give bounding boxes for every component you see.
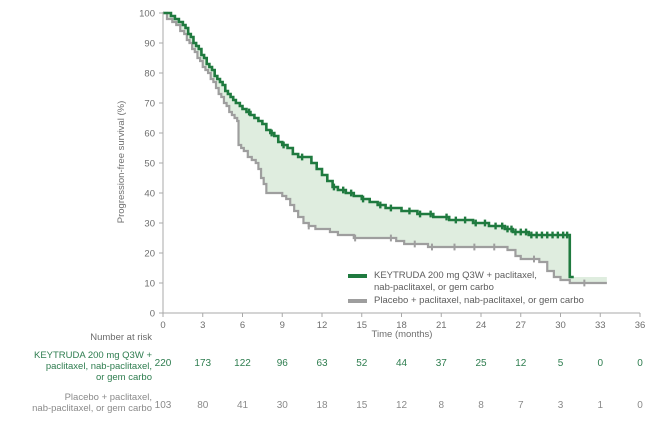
risk-value: 8: [478, 400, 484, 411]
x-tick-label: 0: [160, 320, 165, 331]
x-tick-label: 36: [635, 320, 646, 331]
risk-value: 103: [154, 400, 172, 411]
x-tick-label: 18: [396, 320, 407, 331]
y-tick-label: 30: [144, 219, 155, 230]
risk-table-heading: Number at risk: [90, 332, 152, 343]
x-tick-label: 6: [240, 320, 245, 331]
y-tick-label: 90: [144, 39, 155, 50]
x-tick-label: 30: [555, 320, 566, 331]
risk-value: 18: [316, 400, 328, 411]
y-tick-label: 40: [144, 189, 155, 200]
risk-value: 80: [197, 400, 209, 411]
risk-value: 0: [637, 400, 643, 411]
risk-value: 52: [356, 358, 368, 369]
x-tick-label: 12: [317, 320, 328, 331]
censor-marks: [247, 108, 586, 287]
risk-value: 12: [395, 400, 408, 411]
y-tick-label: 60: [144, 129, 155, 140]
risk-value: 1: [597, 400, 604, 411]
risk-value: 25: [475, 358, 487, 369]
chart-axes: [159, 12, 641, 317]
x-axis-title: Time (months): [372, 329, 433, 340]
risk-value: 37: [435, 358, 447, 369]
survival-curves: [163, 11, 607, 285]
legend-swatch-keytruda-icon: [348, 274, 367, 278]
between-curves-shading: [163, 13, 607, 283]
risk-value: 96: [276, 358, 288, 369]
chart-legend: KEYTRUDA 200 mg Q3W + paclitaxel, nab-pa…: [348, 270, 648, 309]
legend-swatch-placebo-icon: [348, 299, 367, 303]
y-axis-title: Progression-free survival (%): [116, 101, 127, 223]
risk-value: 122: [234, 358, 251, 369]
legend-label-placebo: Placebo + paclitaxel, nab-paclitaxel, or…: [374, 295, 584, 306]
risk-value: 5: [557, 358, 564, 369]
risk-value: 44: [395, 358, 408, 369]
legend-item-keytruda: KEYTRUDA 200 mg Q3W + paclitaxel, nab-pa…: [348, 270, 648, 293]
risk-value: 7: [517, 400, 524, 411]
x-tick-label: 15: [356, 320, 367, 331]
y-tick-label: 50: [144, 159, 155, 170]
x-tick-label: 33: [595, 320, 606, 331]
y-tick-label: 10: [144, 279, 155, 290]
y-tick-label: 80: [144, 69, 155, 80]
number-at-risk-table: Number at risk KEYTRUDA 200 mg Q3W + pac…: [0, 330, 662, 423]
legend-label-keytruda: KEYTRUDA 200 mg Q3W + paclitaxel, nab-pa…: [374, 270, 537, 293]
curve-keytruda: [163, 11, 574, 279]
risk-value: 41: [236, 400, 249, 411]
y-tick-label: 70: [144, 99, 155, 110]
risk-value: 63: [316, 358, 328, 369]
x-tick-label: 21: [436, 320, 447, 331]
risk-value: 0: [637, 358, 643, 369]
risk-value: 3: [557, 400, 564, 411]
x-tick-label: 9: [280, 320, 285, 331]
x-tick-label: 27: [515, 320, 526, 331]
risk-value: 15: [356, 400, 368, 411]
risk-value: 220: [154, 358, 172, 369]
x-tick-label: 24: [476, 320, 487, 331]
risk-value: 30: [276, 400, 288, 411]
legend-item-placebo: Placebo + paclitaxel, nab-paclitaxel, or…: [348, 295, 648, 307]
risk-row-label-placebo: Placebo + paclitaxel, nab-paclitaxel, or…: [32, 392, 152, 414]
y-tick-label: 20: [144, 249, 155, 260]
risk-value: 12: [515, 358, 527, 369]
x-tick-label: 3: [200, 320, 205, 331]
y-tick-label: 0: [150, 309, 155, 320]
risk-value: 173: [194, 358, 212, 369]
risk-value: 8: [438, 400, 445, 411]
y-tick-label: 100: [139, 9, 155, 20]
risk-row-label-keytruda: KEYTRUDA 200 mg Q3W + paclitaxel, nab-pa…: [34, 350, 152, 383]
risk-table-values: 220 173 122 96 63 52 44 37 25 12 5 0 0 103 80 41 30 18 15 1…: [0, 330, 662, 423]
risk-value: 0: [597, 358, 604, 369]
curve-placebo: [163, 11, 607, 285]
